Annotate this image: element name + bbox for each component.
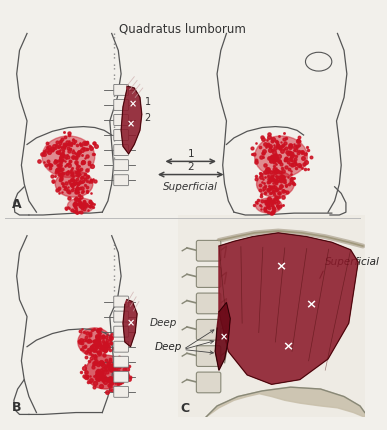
FancyBboxPatch shape (114, 296, 128, 307)
Text: ×: × (282, 340, 293, 353)
FancyBboxPatch shape (114, 311, 128, 322)
FancyBboxPatch shape (114, 129, 128, 141)
Ellipse shape (257, 171, 294, 197)
Text: ×: × (127, 119, 135, 129)
Text: Superficial: Superficial (325, 257, 380, 267)
Text: B: B (12, 401, 22, 414)
FancyBboxPatch shape (114, 175, 128, 186)
FancyBboxPatch shape (114, 387, 128, 397)
Text: Superficial: Superficial (163, 181, 218, 192)
Text: A: A (12, 198, 22, 212)
Ellipse shape (55, 171, 93, 197)
Text: 2: 2 (145, 113, 151, 123)
Ellipse shape (256, 198, 282, 213)
Ellipse shape (255, 136, 307, 177)
Text: Deep: Deep (155, 341, 182, 351)
Ellipse shape (42, 136, 95, 177)
Text: C: C (180, 402, 190, 415)
FancyBboxPatch shape (114, 356, 128, 367)
Polygon shape (219, 233, 358, 384)
Text: ×: × (276, 260, 287, 273)
Polygon shape (121, 86, 142, 154)
FancyBboxPatch shape (196, 267, 221, 287)
Text: Deep: Deep (149, 318, 177, 328)
FancyBboxPatch shape (196, 319, 221, 340)
Text: 1: 1 (187, 149, 194, 159)
Text: ×: × (306, 298, 317, 311)
FancyBboxPatch shape (196, 372, 221, 393)
FancyBboxPatch shape (114, 372, 128, 382)
Text: ×: × (128, 99, 137, 109)
FancyBboxPatch shape (114, 114, 128, 126)
Polygon shape (123, 300, 137, 347)
Ellipse shape (86, 355, 127, 389)
Ellipse shape (67, 198, 94, 213)
FancyBboxPatch shape (196, 240, 221, 261)
Text: 1: 1 (145, 97, 151, 107)
FancyBboxPatch shape (114, 160, 128, 171)
FancyBboxPatch shape (178, 215, 365, 417)
FancyBboxPatch shape (196, 346, 221, 366)
Text: 2: 2 (187, 162, 194, 172)
FancyBboxPatch shape (114, 341, 128, 352)
FancyBboxPatch shape (114, 99, 128, 111)
Text: ×: × (127, 318, 135, 328)
FancyBboxPatch shape (114, 84, 128, 95)
FancyBboxPatch shape (114, 326, 128, 337)
Polygon shape (206, 387, 365, 417)
Text: Quadratus lumborum: Quadratus lumborum (119, 22, 246, 35)
FancyBboxPatch shape (114, 144, 128, 156)
Text: ×: × (219, 332, 228, 342)
Polygon shape (215, 302, 230, 370)
Ellipse shape (78, 328, 112, 356)
FancyBboxPatch shape (196, 293, 221, 314)
